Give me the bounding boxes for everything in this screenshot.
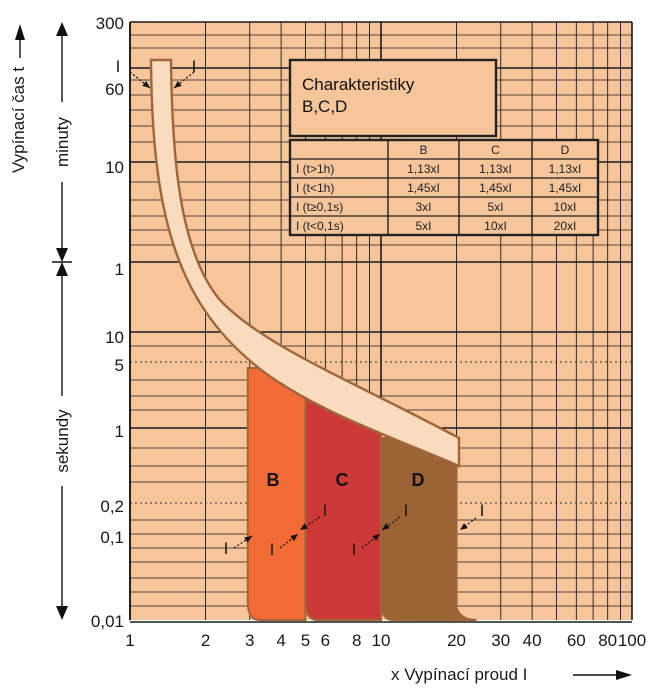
current-marker-label: I xyxy=(270,540,275,559)
y-tick-label-minutes: 60 xyxy=(105,80,124,99)
seconds-bracket-arrow-top xyxy=(56,262,68,276)
table-cell: 3xI xyxy=(415,200,431,214)
current-marker-arrowhead xyxy=(174,80,182,88)
thermal-band xyxy=(149,58,461,468)
zone-b xyxy=(246,367,307,621)
x-tick-label: 2 xyxy=(201,631,210,650)
current-marker-label: I xyxy=(116,57,121,76)
zones xyxy=(246,367,477,621)
chart-title: Charakteristiky xyxy=(302,75,415,94)
y-tick-label-minutes: 300 xyxy=(96,14,124,33)
table-header-cell: C xyxy=(491,143,500,157)
current-marker-arrowhead xyxy=(290,534,298,541)
x-tick-label: 1 xyxy=(125,631,134,650)
y-tick-label-seconds: 0,2 xyxy=(100,497,124,516)
table-cell: 1,45xI xyxy=(479,181,512,195)
x-axis-label: x Vypínací proud I xyxy=(391,665,527,684)
y-tick-label-minutes: 1 xyxy=(115,260,124,279)
y-tick-label-seconds: 1 xyxy=(115,422,124,441)
current-marker-arrowhead xyxy=(300,523,308,530)
table-cell: 5xI xyxy=(487,200,503,214)
x-tick-label: 20 xyxy=(447,631,466,650)
table-cell: I (t<0,1s) xyxy=(296,219,344,233)
table-header-cell: D xyxy=(561,143,570,157)
y-tick-label-minutes: 10 xyxy=(105,158,124,177)
x-tick-label: 60 xyxy=(567,631,586,650)
thermal-band-area xyxy=(149,58,461,468)
current-marker-label: I xyxy=(352,540,357,559)
table-cell: 1,13xI xyxy=(479,162,512,176)
x-tick-label: 5 xyxy=(301,631,310,650)
y-tick-label-seconds: 0,1 xyxy=(100,528,124,547)
x-tick-label: 40 xyxy=(523,631,542,650)
y-axis-label: Vypínací čas t xyxy=(9,67,28,173)
table-body xyxy=(288,138,600,237)
x-tick-label: 6 xyxy=(321,631,330,650)
zone-label-c: C xyxy=(336,470,349,490)
y-tick-labels: 300 60 10 1 10 5 1 0,2 0,1 0,01 xyxy=(91,14,124,631)
table-cell: 1,45xI xyxy=(549,181,582,195)
table-cell: 1,45xI xyxy=(407,181,440,195)
y-tick-label-seconds: 5 xyxy=(115,356,124,375)
current-marker-label: I xyxy=(224,539,229,558)
table-cell: I (t≥0,1s) xyxy=(296,200,343,214)
current-marker-label: I xyxy=(480,501,485,520)
chart-subtitle: B,C,D xyxy=(302,97,347,116)
x-tick-label: 4 xyxy=(276,631,285,650)
table-title-box xyxy=(288,58,498,138)
current-marker-label: I xyxy=(192,57,197,76)
table-cell: I (t>1h) xyxy=(296,162,334,176)
zone-c xyxy=(304,397,382,621)
current-marker-arrowhead xyxy=(372,534,380,541)
minutes-bracket-arrow-bottom xyxy=(56,248,68,262)
table-cell: 5xI xyxy=(415,219,431,233)
current-markers: I I I I I I I I xyxy=(116,57,485,559)
axis-decorations: Vypínací čas t minuty sekundy xyxy=(9,22,72,620)
current-marker-label: I xyxy=(404,501,409,520)
table-cell: 10xI xyxy=(554,200,577,214)
seconds-bracket-label: sekundy xyxy=(53,409,72,473)
table-header-cell: B xyxy=(419,143,427,157)
current-marker-label: I xyxy=(323,501,328,520)
table-cell: 10xI xyxy=(484,219,507,233)
zone-labels: B C D xyxy=(267,470,425,490)
x-tick-label: 80 xyxy=(598,631,617,650)
y-tick-label-seconds: 10 xyxy=(105,328,124,347)
minutes-bracket-label: minuty xyxy=(53,116,72,167)
x-tick-label: 8 xyxy=(352,631,361,650)
x-tick-label: 10 xyxy=(372,631,391,650)
zone-label-d: D xyxy=(412,470,425,490)
y-tick-label-seconds: 0,01 xyxy=(91,612,124,631)
current-marker-arrowhead xyxy=(142,80,150,88)
x-tick-label: 100 xyxy=(618,631,646,650)
characteristics-table: Charakteristiky B,C,D B C D I (t>1h) 1,13xI 1,1… xyxy=(288,58,600,237)
zone-label-b: B xyxy=(267,470,280,490)
table-cell: 1,13xI xyxy=(407,162,440,176)
current-marker-arrowhead xyxy=(460,523,468,530)
seconds-bracket-arrow-bottom xyxy=(56,606,68,620)
table-cell: 20xI xyxy=(554,219,577,233)
table-cell: 1,13xI xyxy=(549,162,582,176)
current-marker-arrowhead xyxy=(382,523,390,530)
minutes-bracket-arrow-top xyxy=(56,22,68,36)
x-axis-arrowhead xyxy=(616,670,632,680)
current-marker-arrowhead xyxy=(244,536,252,543)
table-cell: I (t<1h) xyxy=(296,181,334,195)
y-axis-arrowhead xyxy=(15,24,25,40)
x-tick-label: 3 xyxy=(245,631,254,650)
x-tick-label: 30 xyxy=(491,631,510,650)
x-tick-labels: 1 2 3 4 5 6 8 10 20 30 40 60 80 100 x Vypínací proud I xyxy=(125,631,646,684)
